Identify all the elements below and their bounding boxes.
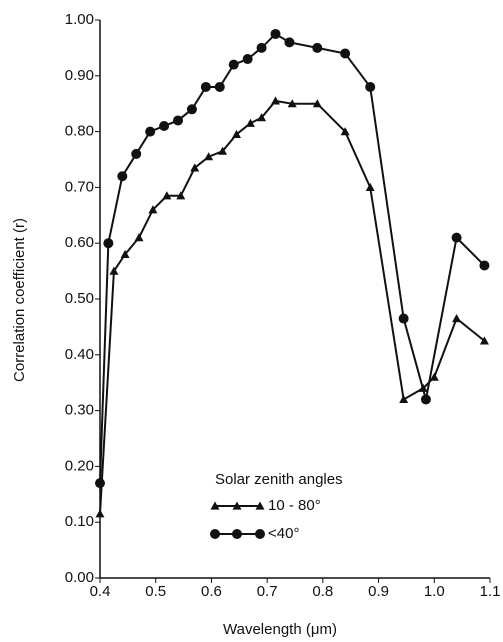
data-point xyxy=(200,81,211,92)
y-axis-label: Correlation coefficient (r) xyxy=(11,218,28,382)
data-point xyxy=(120,249,130,258)
x-tick-label: 0.6 xyxy=(201,583,222,600)
data-point xyxy=(452,314,462,323)
legend-marker xyxy=(232,529,242,539)
data-point xyxy=(398,313,409,324)
data-point xyxy=(228,59,239,70)
y-tick-label: 0.30 xyxy=(65,402,94,419)
data-point xyxy=(117,171,128,182)
x-tick-label: 0.4 xyxy=(90,583,111,600)
x-tick-label: 1.0 xyxy=(424,583,445,600)
data-point xyxy=(257,113,267,122)
x-tick-label: 0.9 xyxy=(368,583,389,600)
data-point xyxy=(340,127,350,136)
y-tick-label: 0.70 xyxy=(65,178,94,195)
legend-marker xyxy=(210,501,220,510)
data-point xyxy=(284,37,295,48)
data-point xyxy=(479,336,489,345)
x-tick-label: 0.7 xyxy=(257,583,278,600)
data-point xyxy=(365,182,375,191)
data-point xyxy=(159,121,170,132)
data-point xyxy=(451,232,462,243)
legend-label: 10 - 80° xyxy=(268,497,321,514)
legend-label: <40° xyxy=(268,525,299,542)
data-point xyxy=(176,191,186,200)
y-tick-label: 0.40 xyxy=(65,346,94,363)
x-tick-label: 0.5 xyxy=(145,583,166,600)
data-point xyxy=(242,54,253,65)
x-axis-label: Wavelength (μm) xyxy=(223,621,337,638)
data-point xyxy=(103,238,114,249)
y-tick-label: 0.50 xyxy=(65,290,94,307)
data-point xyxy=(232,129,241,138)
data-point xyxy=(131,148,142,159)
data-point xyxy=(429,372,439,381)
data-point xyxy=(270,28,281,39)
data-point xyxy=(148,205,158,214)
legend-marker xyxy=(255,501,265,510)
data-point xyxy=(399,394,409,404)
data-point xyxy=(312,42,323,53)
data-point xyxy=(214,81,225,92)
data-point xyxy=(162,191,172,200)
data-point xyxy=(340,48,351,59)
y-tick-label: 0.80 xyxy=(65,123,94,140)
y-tick-label: 0.90 xyxy=(65,67,94,84)
y-tick-label: 0.10 xyxy=(65,513,94,530)
y-tick-label: 0.60 xyxy=(65,234,94,251)
data-point xyxy=(420,394,431,405)
data-point xyxy=(365,81,376,92)
data-point xyxy=(173,115,183,126)
x-tick-label: 0.8 xyxy=(312,583,333,600)
data-point xyxy=(479,260,490,271)
data-point xyxy=(218,146,228,155)
y-tick-label: 0.20 xyxy=(65,457,94,474)
data-point xyxy=(95,478,105,489)
x-tick-label: 1.1 xyxy=(480,583,501,600)
legend-marker xyxy=(255,529,265,539)
data-point xyxy=(204,152,214,161)
data-point xyxy=(245,118,255,127)
data-point xyxy=(287,99,297,108)
legend-marker xyxy=(232,501,242,510)
data-point xyxy=(256,42,267,53)
series-line xyxy=(99,32,486,484)
data-point xyxy=(271,96,280,105)
legend-title: Solar zenith angles xyxy=(215,471,343,488)
data-point xyxy=(109,266,119,275)
legend-marker xyxy=(210,529,220,539)
data-point xyxy=(312,99,322,108)
series-line xyxy=(99,99,486,514)
data-point xyxy=(134,233,144,242)
data-point xyxy=(190,163,200,172)
y-tick-label: 0.00 xyxy=(65,569,94,586)
data-point xyxy=(95,509,105,518)
data-point xyxy=(145,126,156,137)
y-tick-label: 1.00 xyxy=(65,11,94,28)
data-point xyxy=(186,104,197,115)
